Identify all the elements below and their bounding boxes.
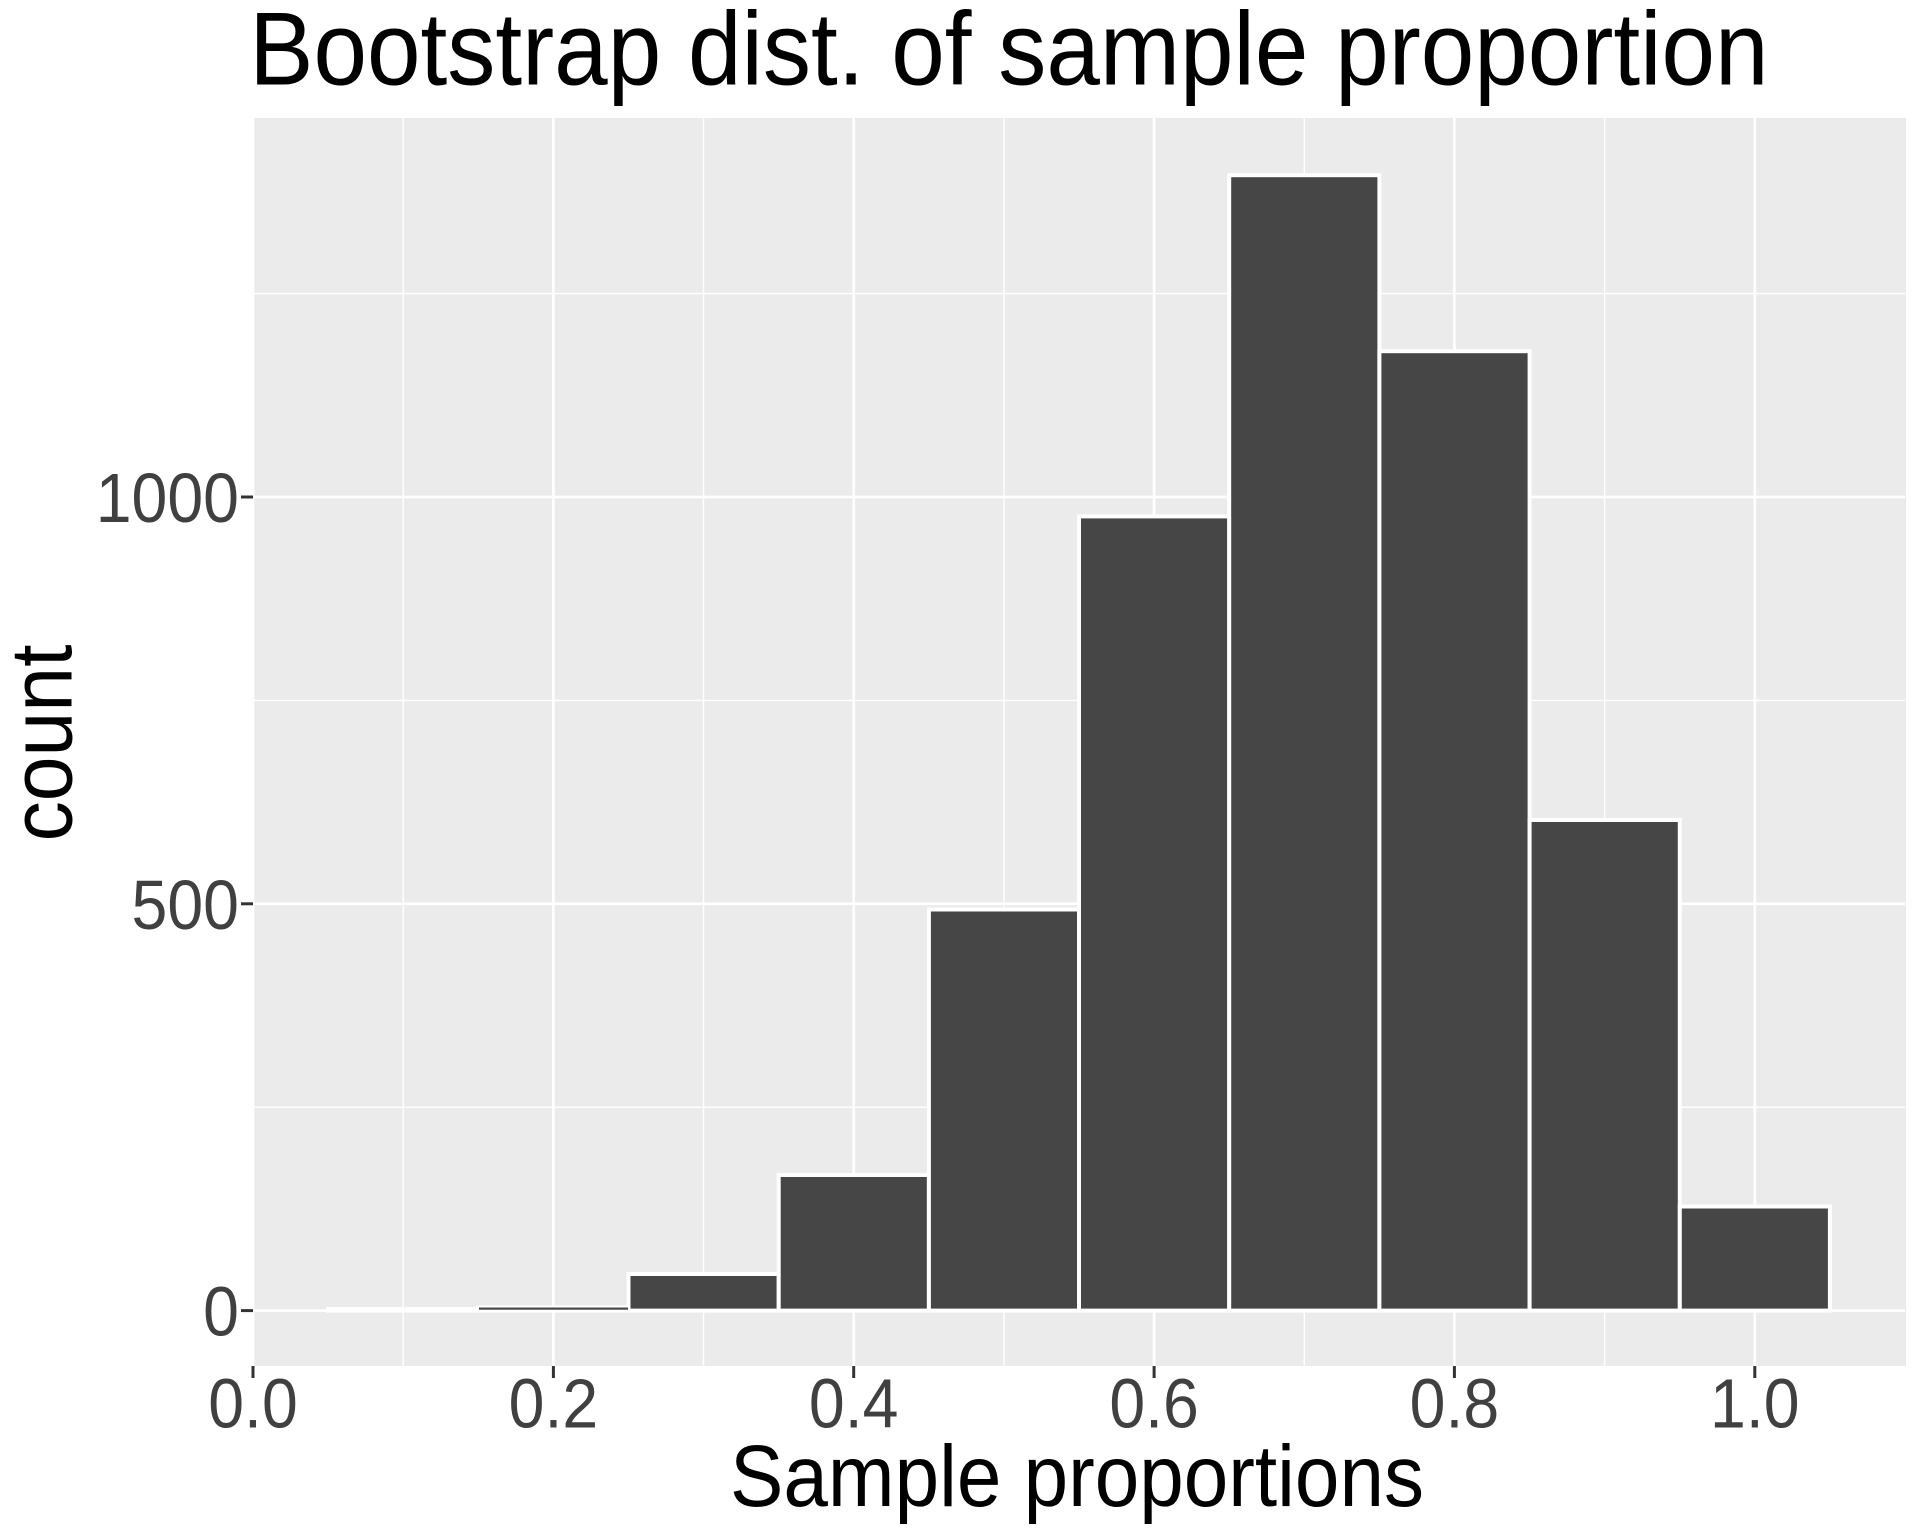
svg-text:Bootstrap dist. of sample prop: Bootstrap dist. of sample proportion — [249, 0, 1768, 107]
svg-text:0.4: 0.4 — [809, 1365, 899, 1443]
svg-text:500: 500 — [132, 866, 239, 944]
svg-text:0.0: 0.0 — [208, 1365, 298, 1443]
svg-text:count: count — [0, 645, 90, 842]
svg-text:1.0: 1.0 — [1710, 1365, 1800, 1443]
svg-text:Sample proportions: Sample proportions — [730, 1427, 1424, 1525]
svg-text:1000: 1000 — [96, 460, 239, 538]
svg-text:0.8: 0.8 — [1410, 1365, 1500, 1443]
svg-text:0.2: 0.2 — [509, 1365, 599, 1443]
svg-text:0: 0 — [203, 1273, 239, 1351]
svg-text:0.6: 0.6 — [1109, 1365, 1199, 1443]
